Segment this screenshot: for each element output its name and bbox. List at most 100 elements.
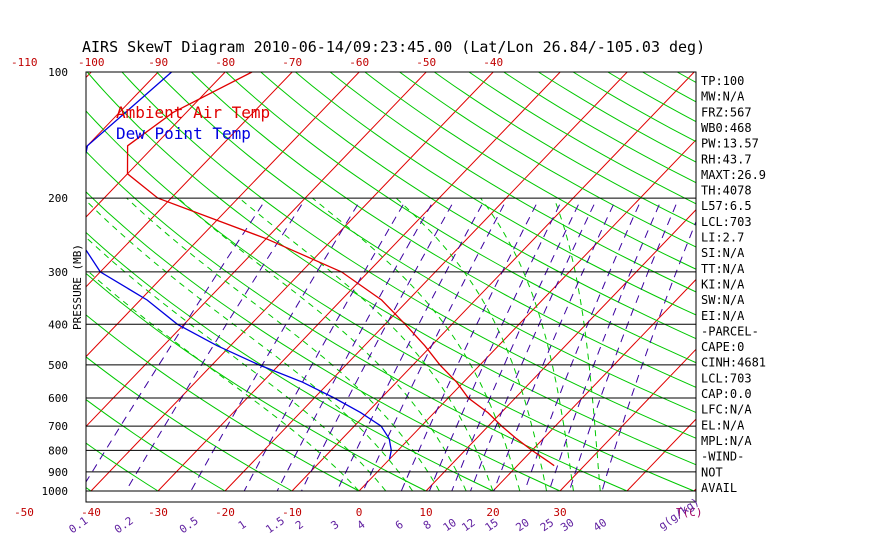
top-temp-tick-label: -40 — [483, 56, 503, 69]
index-item: TH:4078 — [701, 184, 752, 198]
dry-adiabat-line — [295, 72, 696, 316]
dry-adiabat-line — [86, 150, 628, 492]
pressure-tick-label: 1000 — [42, 485, 69, 498]
dry-adiabat-line — [468, 72, 696, 205]
index-item: CAP:0.0 — [701, 387, 752, 401]
bottom-temp-tick-label: -50 — [14, 506, 34, 519]
dry-adiabat-line — [225, 72, 696, 364]
dry-adiabat-line — [538, 72, 696, 163]
mixing-ratio-tick-label: 4 — [355, 518, 368, 533]
top-temp-tick-label: -60 — [349, 56, 369, 69]
dry-adiabat-line — [260, 72, 696, 340]
index-item: FRZ:567 — [701, 105, 752, 119]
moist-adiabat-line — [312, 197, 521, 492]
dry-adiabat-line — [434, 72, 696, 226]
temp-unit-label: T(C) — [676, 506, 703, 519]
dry-adiabat-line — [86, 191, 561, 492]
index-item: KI:N/A — [701, 277, 745, 291]
mixing-ratio-line — [336, 204, 483, 492]
moist-adiabat-line — [86, 268, 360, 492]
moist-adiabat-line — [177, 197, 467, 492]
mixing-ratio-line — [548, 204, 660, 492]
dry-adiabat-line — [86, 272, 427, 492]
mixing-ratio-tick-label: 25 — [538, 516, 556, 534]
pressure-tick-label: 100 — [48, 66, 68, 79]
pressure-tick-label: 200 — [48, 192, 68, 205]
mixing-ratio-tick-label: 8 — [421, 518, 434, 532]
index-item: -PARCEL- — [701, 324, 759, 338]
moist-adiabat-line — [480, 197, 574, 492]
top-temp-tick-label: -50 — [416, 56, 436, 69]
dry-adiabat-line — [86, 72, 696, 466]
pressure-tick-label: 900 — [48, 466, 68, 479]
index-item: CINH:4681 — [701, 356, 766, 370]
top-temp-tick-label: -90 — [148, 56, 168, 69]
plot-border — [85, 71, 697, 503]
index-item: MPL:N/A — [701, 434, 752, 448]
dry-adiabat-line — [86, 398, 226, 492]
dry-adiabat-line — [86, 356, 293, 492]
series-line-ambient-air-temp — [126, 72, 555, 467]
dry-adiabat-line — [399, 72, 696, 248]
mixing-ratio-line — [301, 204, 453, 492]
mixing-ratio-line — [470, 204, 595, 492]
legend-ambient-air-temp: Ambient Air Temp — [116, 103, 270, 122]
isotherm-line — [559, 348, 696, 492]
index-item: NOT — [701, 465, 723, 479]
series-line-dew-point-temp — [86, 72, 392, 460]
mixing-ratio-line — [493, 204, 614, 492]
mixing-ratio-tick-label: 30 — [558, 516, 576, 534]
mixing-ratio-line — [243, 204, 404, 492]
bottom-temp-tick-label: -20 — [215, 506, 235, 519]
isotherm-line — [86, 72, 226, 218]
dry-adiabat-line — [121, 72, 696, 439]
index-item: CAPE:0 — [701, 340, 744, 354]
mixing-ratio-tick-label: 2 — [293, 518, 306, 532]
isotherm-line — [86, 72, 293, 288]
isotherm-line — [626, 418, 696, 492]
y-axis-label: PRESSURE (MB) — [71, 244, 84, 330]
legend-dew-point-temp: Dew Point Temp — [116, 124, 251, 143]
isotherm-line — [425, 209, 696, 492]
index-item: LCL:703 — [701, 371, 752, 385]
isotherm-line — [86, 72, 360, 358]
chart-title: AIRS SkewT Diagram 2010-06-14/09:23:45.0… — [82, 38, 705, 56]
index-item: LCL:703 — [701, 215, 752, 229]
index-item: TT:N/A — [701, 262, 745, 276]
bottom-temp-tick-label: -30 — [148, 506, 168, 519]
axes: 1002003004005006007008009001000-120-110-… — [11, 56, 703, 536]
dry-adiabat-line — [642, 72, 696, 103]
dry-adiabat-line — [329, 72, 696, 293]
index-item: LFC:N/A — [701, 403, 752, 417]
index-item: TP:100 — [701, 74, 744, 88]
mixing-ratio-line — [125, 204, 303, 492]
index-item: SW:N/A — [701, 293, 745, 307]
mixing-ratio-tick-label: 0.2 — [112, 514, 136, 536]
pressure-tick-label: 500 — [48, 359, 68, 372]
index-item: MW:N/A — [701, 90, 745, 104]
mixing-ratio-tick-label: 3 — [329, 518, 342, 532]
plot-frame — [85, 71, 697, 503]
index-item: SI:N/A — [701, 246, 745, 260]
pressure-tick-label: 300 — [48, 266, 68, 279]
dry-adiabat-line — [364, 72, 696, 270]
mixing-ratio-line — [400, 204, 537, 492]
bottom-temp-tick-label: -10 — [282, 506, 302, 519]
isotherm-line — [291, 72, 695, 492]
index-item: L57:6.5 — [701, 199, 752, 213]
index-item: -WIND- — [701, 450, 744, 464]
mixing-ratio-line — [451, 204, 579, 492]
pressure-tick-label: 800 — [48, 444, 68, 457]
isotherm-line — [492, 278, 696, 492]
mixing-ratio-tick-label: 20 — [513, 516, 531, 534]
background-grid — [86, 72, 696, 492]
mixing-ratio-tick-label: 0.5 — [177, 514, 201, 536]
mixing-ratio-tick-label: 10 — [441, 516, 459, 534]
mixing-ratio-line — [601, 220, 696, 492]
bottom-temp-tick-label: 0 — [356, 506, 363, 519]
mixing-ratio-tick-label: 40 — [591, 516, 609, 534]
top-temp-tick-label: -110 — [11, 56, 38, 69]
index-item: WB0:468 — [701, 121, 752, 135]
moist-adiabat-line — [553, 197, 601, 492]
